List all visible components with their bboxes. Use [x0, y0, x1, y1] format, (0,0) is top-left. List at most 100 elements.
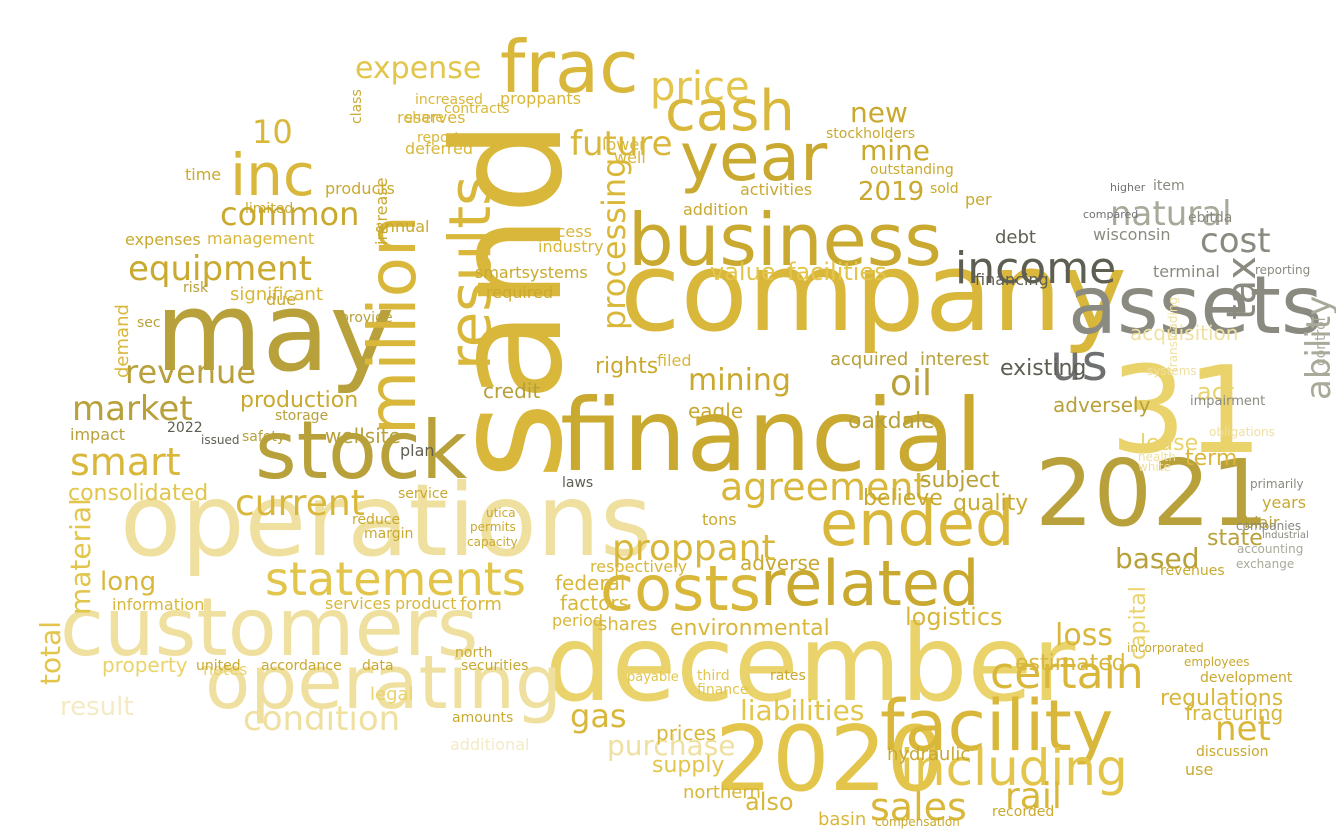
word-also: also: [745, 788, 794, 816]
word-long: long: [100, 567, 156, 597]
word-inc: inc: [230, 141, 315, 209]
word-northern: northern: [683, 782, 761, 803]
word-per: per: [965, 190, 992, 209]
word-31: 31: [1110, 342, 1263, 481]
word-business: business: [628, 198, 942, 282]
word-loss: loss: [1055, 618, 1113, 653]
word-natural: natural: [1110, 194, 1232, 234]
word-significant: significant: [230, 284, 323, 305]
word-control: control: [1313, 317, 1329, 366]
word-primarily: primarily: [1250, 477, 1304, 491]
word-supply: supply: [652, 753, 724, 778]
word-expenses: expenses: [125, 230, 201, 249]
word-annual: annual: [375, 217, 429, 236]
word-management: management: [207, 229, 314, 248]
word-property: property: [102, 653, 188, 677]
word-share: share: [405, 110, 444, 126]
word-ended: ended: [820, 487, 1014, 560]
word-smart: smart: [70, 440, 181, 484]
word-logistics: logistics: [905, 603, 1003, 631]
word-ebitda: ebitda: [1188, 210, 1232, 226]
word-assets: assets: [1068, 259, 1323, 352]
word-access: access: [538, 222, 592, 241]
word-safety: safety: [242, 429, 285, 445]
word-higher: higher: [1110, 181, 1146, 194]
word-form: form: [460, 594, 502, 615]
word-development: development: [1200, 670, 1293, 686]
word-environmental: environmental: [670, 616, 830, 641]
word-legal: legal: [370, 684, 414, 705]
word-outstanding: outstanding: [870, 162, 954, 178]
word-gas: gas: [570, 697, 627, 735]
word-stock: stock: [255, 404, 468, 497]
word-price: price: [650, 64, 750, 110]
word-services: services: [325, 594, 391, 613]
word-common: common: [220, 195, 359, 233]
word-sold: sold: [930, 181, 959, 197]
word-term: term: [1185, 446, 1237, 471]
word-time: time: [185, 165, 221, 184]
word-results: results: [436, 176, 504, 370]
word-year: year: [680, 119, 828, 196]
word-blair: blair: [1244, 513, 1280, 532]
word-provide: provide: [340, 310, 393, 326]
word-exchange: exchange: [1236, 557, 1294, 571]
word-million: million: [354, 215, 431, 435]
word-companies: companies: [1236, 519, 1301, 533]
word-december: december: [545, 603, 1076, 725]
word-capital: capital: [1126, 586, 1151, 660]
word-credit: credit: [483, 379, 540, 403]
word-frac: frac: [500, 25, 639, 109]
word-financial: financial: [560, 377, 983, 494]
word-ability: ability: [1299, 296, 1336, 400]
word-2022: 2022: [167, 420, 203, 436]
word-utica: utica: [486, 506, 516, 520]
word-federal: federal: [555, 571, 625, 595]
word-expense: expense: [355, 51, 481, 86]
word-discussion: discussion: [1196, 744, 1269, 760]
word-subject: subject: [920, 468, 1000, 493]
word-deferred: deferred: [405, 139, 473, 158]
word-accounting: accounting: [1237, 542, 1303, 556]
word-2021: 2021: [1035, 440, 1269, 547]
word-believe: believe: [863, 486, 943, 511]
word-10: 10: [252, 113, 293, 151]
word-permits: permits: [470, 520, 516, 534]
word-regulations: regulations: [1160, 686, 1283, 711]
word-material: material: [64, 498, 97, 615]
word-result: result: [60, 692, 134, 722]
word-production: production: [240, 388, 358, 413]
word-may: may: [155, 268, 395, 396]
word-risk: risk: [183, 280, 209, 296]
word-respectively: respectively: [590, 557, 687, 576]
word-future: future: [570, 124, 673, 164]
word-based: based: [1115, 542, 1200, 575]
word-adversely: adversely: [1053, 393, 1151, 417]
word-act: act: [1197, 378, 1234, 406]
word-systems: systems: [1147, 364, 1197, 378]
word-reporting: reporting: [1255, 263, 1310, 277]
word-united: united: [196, 658, 241, 674]
word-certain: certain: [990, 648, 1144, 699]
word-well: well: [614, 148, 646, 167]
word-market: market: [72, 389, 193, 429]
word-white: white: [1138, 460, 1171, 474]
word-prices: prices: [656, 721, 716, 745]
word-basin: basin: [818, 809, 866, 830]
word-related: related: [760, 547, 979, 620]
word-notes: notes: [203, 660, 247, 679]
word-reserves: reserves: [397, 108, 465, 127]
word-tax: tax: [1219, 256, 1265, 320]
word-recorded: recorded: [992, 804, 1054, 820]
word-facilities: facilities: [787, 258, 887, 286]
word-new: new: [850, 96, 908, 129]
word-industry: industry: [538, 237, 604, 256]
word-proppants: proppants: [500, 89, 581, 108]
word-value: value: [710, 258, 776, 286]
word-item: item: [1153, 178, 1185, 194]
word-adverse: adverse: [740, 551, 820, 575]
word-tons: tons: [702, 510, 737, 529]
word-payable: payable: [627, 670, 679, 685]
word-agreement: agreement: [720, 465, 928, 509]
